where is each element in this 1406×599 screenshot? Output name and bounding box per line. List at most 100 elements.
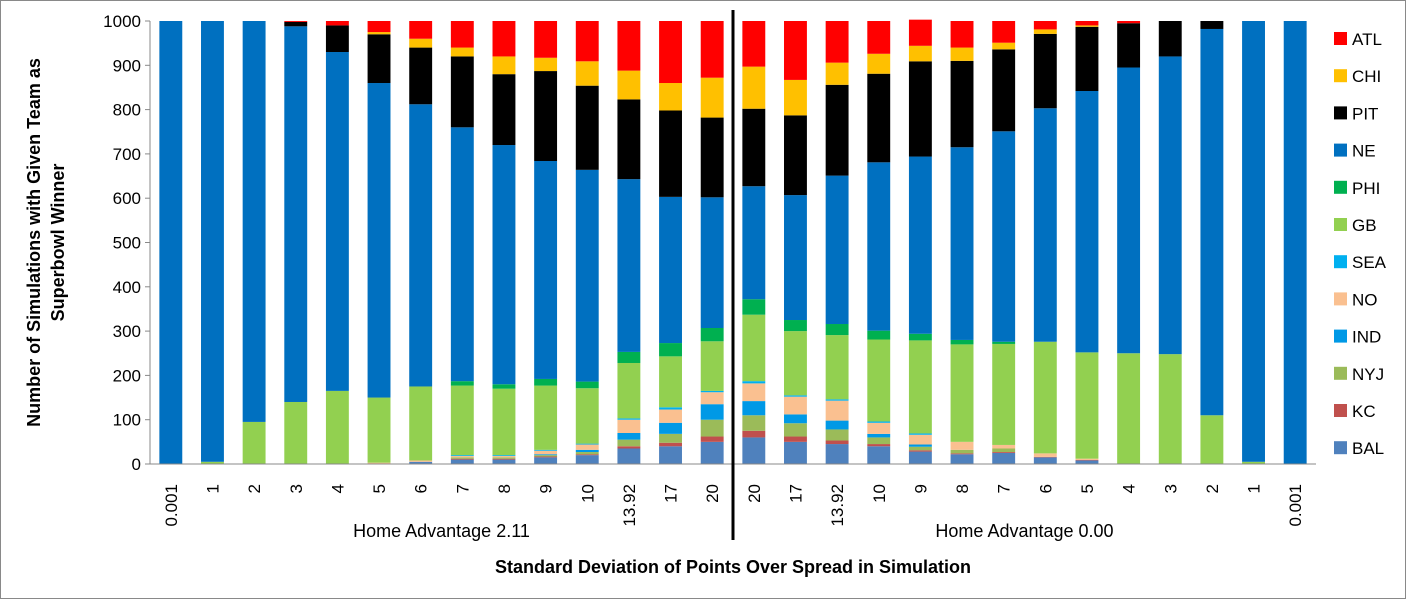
bar-segment-gb: [1200, 415, 1224, 464]
bar-segment-ne: [1200, 28, 1224, 416]
bar-segment-nyj: [867, 437, 891, 445]
x-tick-label: 0.001: [1286, 484, 1305, 527]
bar-segment-no: [908, 434, 932, 445]
bar-segment-phi: [908, 333, 932, 341]
bar-segment-no: [1075, 458, 1099, 461]
bar-segment-pit: [492, 74, 516, 146]
bar-segment-atl: [450, 21, 474, 48]
bar-segment-sea: [575, 443, 599, 445]
bar-segment-pit: [409, 47, 433, 105]
legend-swatch-bal: [1334, 441, 1347, 455]
bar-segment-pit: [450, 56, 474, 128]
legend-swatch-nyj: [1334, 366, 1347, 380]
legend-label-sea: SEA: [1352, 253, 1387, 272]
bar-segment-sea: [825, 399, 849, 401]
bar-segment-pit: [867, 73, 891, 163]
bar-segment-bal: [450, 459, 474, 464]
bar-segment-gb: [617, 363, 641, 419]
y-tick-label: 500: [113, 234, 141, 253]
y-tick-label: 100: [113, 411, 141, 430]
legend-label-no: NO: [1352, 290, 1378, 309]
bar-segment-phi: [825, 324, 849, 336]
x-tick-label: 0.001: [162, 484, 181, 527]
legend-swatch-no: [1334, 292, 1347, 306]
y-tick-label: 1000: [103, 12, 141, 31]
bar-segment-no: [575, 444, 599, 450]
bar-segment-pit: [367, 34, 391, 84]
x-tick-label: 8: [953, 484, 972, 493]
bar-segment-chi: [492, 56, 516, 75]
bar-segment-phi: [742, 299, 766, 315]
x-tick-label: 2: [1203, 484, 1222, 493]
bars-layer: [159, 19, 1307, 464]
bar-segment-ne: [284, 26, 308, 402]
bar-segment-nyj: [659, 433, 682, 443]
bar-segment-chi: [992, 42, 1016, 50]
bar-segment-bal: [409, 461, 433, 464]
bar-segment-pit: [575, 85, 599, 170]
bar-segment-gb: [367, 397, 391, 463]
legend-label-kc: KC: [1352, 402, 1376, 421]
bar-segment-chi: [825, 62, 849, 85]
legend-swatch-chi: [1334, 69, 1347, 83]
bar-segment-nyj: [492, 457, 516, 459]
bar-segment-ne: [825, 175, 849, 325]
bar-segment-chi: [617, 70, 641, 100]
bar-segment-nyj: [742, 415, 766, 431]
bar-segment-gb: [1158, 354, 1182, 464]
x-tick-label: 20: [703, 484, 722, 503]
bar-segment-no: [784, 396, 807, 415]
x-tick-label: 10: [578, 484, 597, 503]
bar-segment-bal: [1075, 460, 1099, 464]
bar-segment-bal: [825, 444, 849, 464]
x-tick-label: 3: [1161, 484, 1180, 493]
bar-segment-no: [367, 462, 391, 464]
bar-segment-bal: [700, 441, 724, 464]
bar-segment-pit: [784, 115, 807, 196]
bar-segment-sea: [908, 433, 932, 435]
bar-segment-ne: [575, 169, 599, 382]
bar-segment-gb: [201, 461, 224, 464]
legend-label-gb: GB: [1352, 216, 1377, 235]
bar-segment-gb: [825, 335, 849, 400]
bar-segment-ne: [325, 52, 349, 391]
bar-segment-kc: [659, 442, 682, 447]
legend-label-bal: BAL: [1352, 439, 1384, 458]
bar-segment-phi: [575, 381, 599, 389]
bar-segment-no: [409, 460, 433, 462]
y-tick-label: 600: [113, 189, 141, 208]
bar-segment-ne: [950, 147, 974, 340]
bar-segment-phi: [700, 328, 724, 342]
bar-segment-gb: [1242, 461, 1265, 464]
bar-segment-ind: [534, 454, 558, 456]
bar-segment-chi: [950, 47, 974, 61]
bar-segment-kc: [908, 450, 932, 452]
bar-segment-phi: [617, 351, 641, 363]
bar-segment-bal: [617, 448, 641, 464]
bar-segment-ind: [659, 422, 682, 434]
bar-segment-kc: [950, 453, 974, 455]
bar-segment-gb: [784, 331, 807, 396]
bar-segment-nyj: [908, 446, 932, 451]
bar-segment-gb: [1033, 341, 1057, 454]
bar-segment-phi: [992, 341, 1016, 344]
y-tick-label: 200: [113, 366, 141, 385]
x-axis-title: Standard Deviation of Points Over Spread…: [495, 557, 971, 577]
bar-segment-atl: [325, 21, 349, 26]
bar-segment-ne: [1033, 108, 1057, 342]
y-tick-label: 400: [113, 278, 141, 297]
bar-segment-phi: [492, 384, 516, 389]
legend-label-chi: CHI: [1352, 67, 1381, 86]
bar-segment-sea: [450, 455, 474, 457]
y-axis-title-line: Superbowl Winner: [48, 164, 68, 322]
group-labels: Home Advantage 2.11 Home Advantage 0.00: [353, 521, 1113, 541]
bar-segment-kc: [492, 458, 516, 460]
bar-segment-kc: [784, 436, 807, 442]
bar-segment-no: [992, 444, 1016, 449]
bar-segment-ne: [492, 145, 516, 385]
bar-segment-gb: [492, 388, 516, 456]
bar-segment-atl: [825, 21, 849, 63]
bar-segment-ne: [1117, 67, 1141, 354]
legend-swatch-ind: [1334, 329, 1347, 343]
bar-segment-ne: [617, 179, 641, 352]
